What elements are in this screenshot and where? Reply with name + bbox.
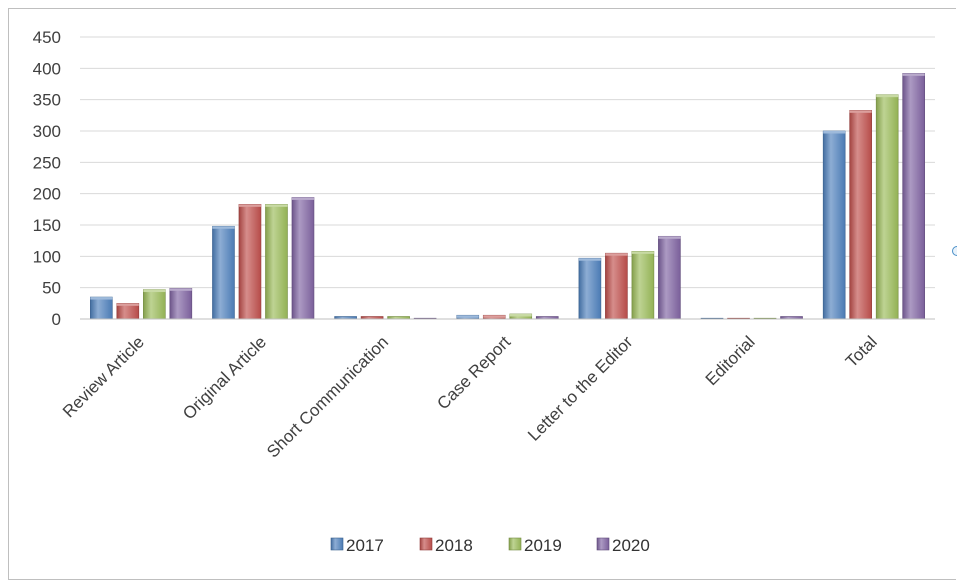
- bar-cap: [631, 251, 654, 254]
- legend-item-2020: 2020: [596, 536, 650, 555]
- category-label: Short Communication: [263, 332, 392, 461]
- category-label: Letter to the Editor: [524, 332, 637, 445]
- legend-label: 2020: [612, 536, 650, 555]
- legend-item-2018: 2018: [419, 536, 473, 555]
- y-tick-label: 100: [33, 247, 61, 266]
- bar-cap: [212, 226, 235, 229]
- bar-2020: [291, 197, 315, 320]
- bar-cap: [238, 204, 261, 207]
- legend-swatch: [508, 537, 522, 551]
- y-axis-ticks: 0 50 100 150 200 250 300 350 400 450: [33, 28, 61, 329]
- legend-item-2017: 2017: [330, 536, 384, 555]
- legend-swatch: [419, 537, 433, 551]
- bar-2017: [822, 130, 846, 320]
- legend-label: 2017: [346, 536, 384, 555]
- category-label: Case Report: [433, 332, 514, 413]
- bar-cap: [483, 315, 506, 318]
- bar-2019: [265, 204, 288, 320]
- y-tick-label: 200: [33, 185, 61, 204]
- chart-frame: [8, 8, 956, 580]
- y-tick-label: 50: [42, 279, 61, 298]
- bar-cap: [90, 297, 113, 300]
- bar-cap: [876, 94, 899, 98]
- bar-2020: [902, 73, 925, 320]
- category-label: Review Article: [59, 332, 148, 421]
- bar-cap: [169, 288, 192, 291]
- bar-cap: [509, 313, 532, 317]
- bar-2018: [238, 204, 262, 320]
- legend: 2017 2018 2019 2020: [330, 536, 650, 555]
- bar-cap: [578, 258, 601, 261]
- legend-swatch: [330, 537, 344, 551]
- y-tick-label: 150: [33, 216, 61, 235]
- bar-2018: [849, 110, 872, 320]
- bar-2019: [143, 289, 166, 320]
- bar-cap: [265, 204, 288, 207]
- bar-2019: [631, 251, 655, 320]
- y-tick-label: 250: [33, 153, 61, 172]
- resize-handle[interactable]: [952, 246, 957, 256]
- bar-cap: [116, 303, 139, 306]
- legend-swatch: [596, 537, 610, 551]
- y-tick-label: 0: [52, 310, 61, 329]
- legend-label: 2018: [435, 536, 473, 555]
- bar-2018: [605, 252, 628, 320]
- bar-2017: [212, 225, 235, 320]
- y-tick-label: 350: [33, 91, 61, 110]
- bar-cap: [143, 289, 166, 293]
- y-tick-label: 400: [33, 59, 61, 78]
- category-label: Original Article: [179, 332, 270, 423]
- category-label: Total: [842, 332, 881, 371]
- bar-cap: [823, 131, 846, 134]
- legend-item-2019: 2019: [508, 536, 562, 555]
- bar-cap: [456, 315, 479, 318]
- bar-2020: [658, 235, 681, 320]
- bar-cap: [902, 73, 925, 76]
- bar-2017: [90, 296, 113, 320]
- bar-cap: [658, 236, 681, 239]
- category-label: Editorial: [702, 332, 759, 389]
- gridlines: [80, 36, 935, 289]
- bar-2020: [169, 287, 193, 320]
- legend-label: 2019: [524, 536, 562, 555]
- bar-cap: [291, 197, 314, 200]
- bar-cap: [849, 110, 872, 113]
- bar-cap: [605, 253, 628, 256]
- bar-2017: [578, 257, 602, 320]
- y-tick-label: 300: [33, 122, 61, 141]
- y-tick-label: 450: [33, 28, 61, 47]
- bar-2019: [875, 94, 899, 320]
- bars: [90, 73, 925, 320]
